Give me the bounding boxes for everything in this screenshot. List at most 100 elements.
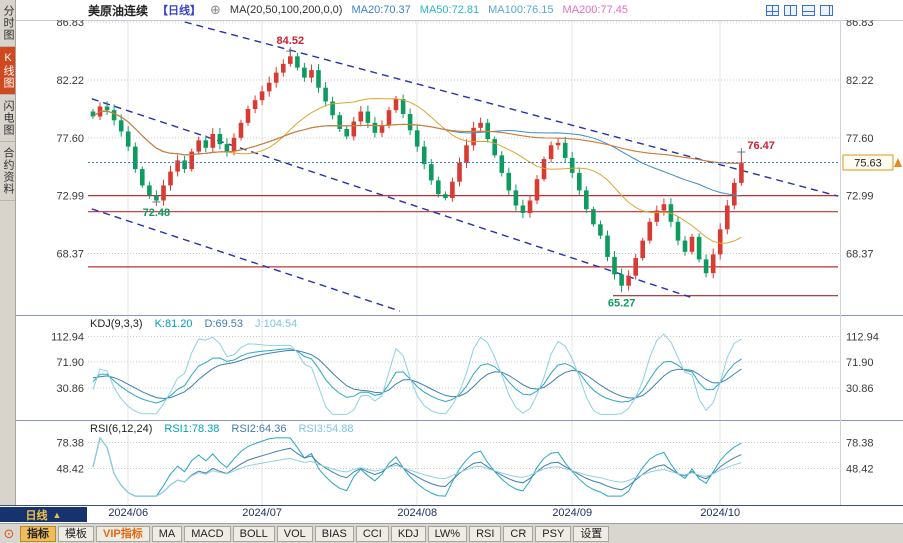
toolbar-item-bias[interactable]: BIAS bbox=[314, 525, 354, 542]
axis-label: 2024/10 bbox=[700, 507, 740, 519]
toolbar-item-template[interactable]: 模板 bbox=[58, 525, 94, 542]
symbol-title: 美原油连续 bbox=[88, 3, 149, 18]
zoom-icon[interactable]: ⊕ bbox=[210, 2, 221, 17]
toolbar-item-macd[interactable]: MACD bbox=[184, 525, 231, 542]
candle bbox=[689, 236, 695, 252]
candle bbox=[323, 87, 328, 102]
kdj-title: KDJ(9,3,3) bbox=[90, 317, 143, 330]
chart-header: 美原油连续 【日线】 ⊕ MA(20,50,100,200,0,0) MA20:… bbox=[16, 0, 903, 20]
axis-label: 86.83 bbox=[846, 17, 874, 29]
ma-settings-label[interactable]: MA(20,50,100,200,0,0) bbox=[229, 4, 343, 16]
candle bbox=[443, 194, 448, 198]
layout-vertical-split-icon[interactable] bbox=[784, 4, 797, 16]
sidebar-tab-lightning[interactable]: 闪电图 bbox=[0, 95, 15, 142]
period-label: 【日线】 bbox=[157, 5, 202, 17]
candle bbox=[725, 205, 730, 230]
candle bbox=[520, 205, 526, 213]
annotation-72.48: 72.48 bbox=[143, 207, 171, 219]
candle bbox=[506, 172, 512, 191]
rsi-line-rsi3 bbox=[92, 436, 742, 497]
kdj-line-d bbox=[92, 349, 742, 400]
layout-grid-icon[interactable] bbox=[766, 4, 779, 16]
candle bbox=[732, 182, 737, 206]
toolbar-item-vol[interactable]: VOL bbox=[276, 525, 313, 542]
rsi-title: RSI(6,12,24) bbox=[90, 422, 153, 435]
candle bbox=[619, 274, 624, 286]
axis-label: 72.99 bbox=[846, 191, 874, 203]
kdj-line-k bbox=[92, 348, 742, 404]
candle bbox=[358, 111, 364, 122]
trendlines[interactable] bbox=[91, 21, 839, 312]
annotation-76.47: 76.47 bbox=[747, 140, 775, 152]
ma-value-2: MA100:76.15 bbox=[488, 4, 554, 16]
ma-lines bbox=[92, 98, 742, 244]
toolbar-item-boll[interactable]: BOLL bbox=[232, 525, 275, 542]
candle bbox=[231, 137, 237, 152]
layout-horizontal-split-icon[interactable] bbox=[802, 4, 815, 16]
toolbar-item-ma[interactable]: MA bbox=[151, 525, 183, 542]
candle bbox=[203, 140, 209, 148]
sidebar-tab-contract[interactable]: 合约资料 bbox=[0, 142, 15, 201]
tool-target-icon[interactable]: ⊙ bbox=[3, 525, 15, 541]
candle bbox=[513, 190, 519, 206]
toolbar-item-lw[interactable]: LW% bbox=[427, 525, 468, 542]
current-price-line: 75.63 bbox=[88, 154, 902, 171]
ma-value-0: MA20:70.37 bbox=[351, 4, 411, 16]
axis-label: 2024/06 bbox=[108, 507, 148, 519]
candle bbox=[450, 181, 455, 198]
panel-separators bbox=[0, 20, 903, 506]
layout-right-split-icon[interactable] bbox=[820, 4, 833, 16]
candle bbox=[175, 160, 180, 172]
sidebar-tab-time[interactable]: 分时图 bbox=[0, 0, 15, 47]
candle bbox=[118, 120, 124, 132]
candle bbox=[612, 256, 617, 275]
candle bbox=[224, 144, 230, 152]
toolbar-item-cci[interactable]: CCI bbox=[355, 525, 389, 542]
candle bbox=[492, 139, 497, 156]
candle bbox=[288, 56, 293, 64]
toolbar-item-kdj[interactable]: KDJ bbox=[390, 525, 426, 542]
axis-label: 48.42 bbox=[56, 463, 84, 475]
axis-label: 78.38 bbox=[56, 438, 84, 450]
toolbar-item-vip-indicator[interactable]: VIP指标 bbox=[96, 525, 150, 542]
candle bbox=[189, 151, 194, 170]
candle bbox=[259, 91, 265, 101]
toolbar-item-psy[interactable]: PSY bbox=[535, 525, 572, 542]
candle bbox=[591, 209, 596, 225]
candle bbox=[316, 70, 321, 88]
ma-value-1: MA50:72.81 bbox=[419, 4, 480, 16]
candle bbox=[478, 122, 483, 128]
candle bbox=[217, 134, 223, 145]
candle bbox=[682, 240, 688, 252]
candle bbox=[252, 100, 258, 109]
candlesticks[interactable] bbox=[90, 51, 744, 293]
axis-label: 77.60 bbox=[846, 133, 874, 145]
candle bbox=[393, 99, 399, 111]
candle bbox=[111, 110, 117, 121]
candle bbox=[429, 164, 434, 181]
candle bbox=[598, 224, 603, 236]
kdj-value-j: J:104.54 bbox=[255, 317, 298, 330]
candle bbox=[140, 169, 145, 186]
sidebar-tab-kline[interactable]: K线图 bbox=[0, 47, 15, 95]
axis-label: 71.90 bbox=[846, 357, 874, 369]
candle bbox=[344, 129, 349, 137]
axis-label: 78.38 bbox=[846, 438, 874, 450]
candle bbox=[562, 142, 568, 158]
period-selector-button[interactable]: 日线 ▲ bbox=[0, 507, 87, 522]
candle bbox=[386, 110, 392, 126]
price-marker-arrow-icon[interactable] bbox=[894, 158, 902, 167]
candle bbox=[210, 134, 216, 148]
rsi-lines bbox=[92, 436, 742, 497]
axis-label: 30.86 bbox=[846, 383, 874, 395]
candle bbox=[661, 204, 667, 211]
toolbar-item-settings[interactable]: 设置 bbox=[573, 525, 610, 542]
toolbar-item-cr[interactable]: CR bbox=[503, 525, 534, 542]
toolbar-item-rsi[interactable]: RSI bbox=[469, 525, 502, 542]
kdj-value-d: D:69.53 bbox=[204, 317, 244, 330]
candle bbox=[696, 236, 702, 260]
candle bbox=[379, 125, 385, 133]
toolbar-item-indicator[interactable]: 指标 bbox=[20, 525, 56, 542]
candle bbox=[309, 70, 314, 78]
